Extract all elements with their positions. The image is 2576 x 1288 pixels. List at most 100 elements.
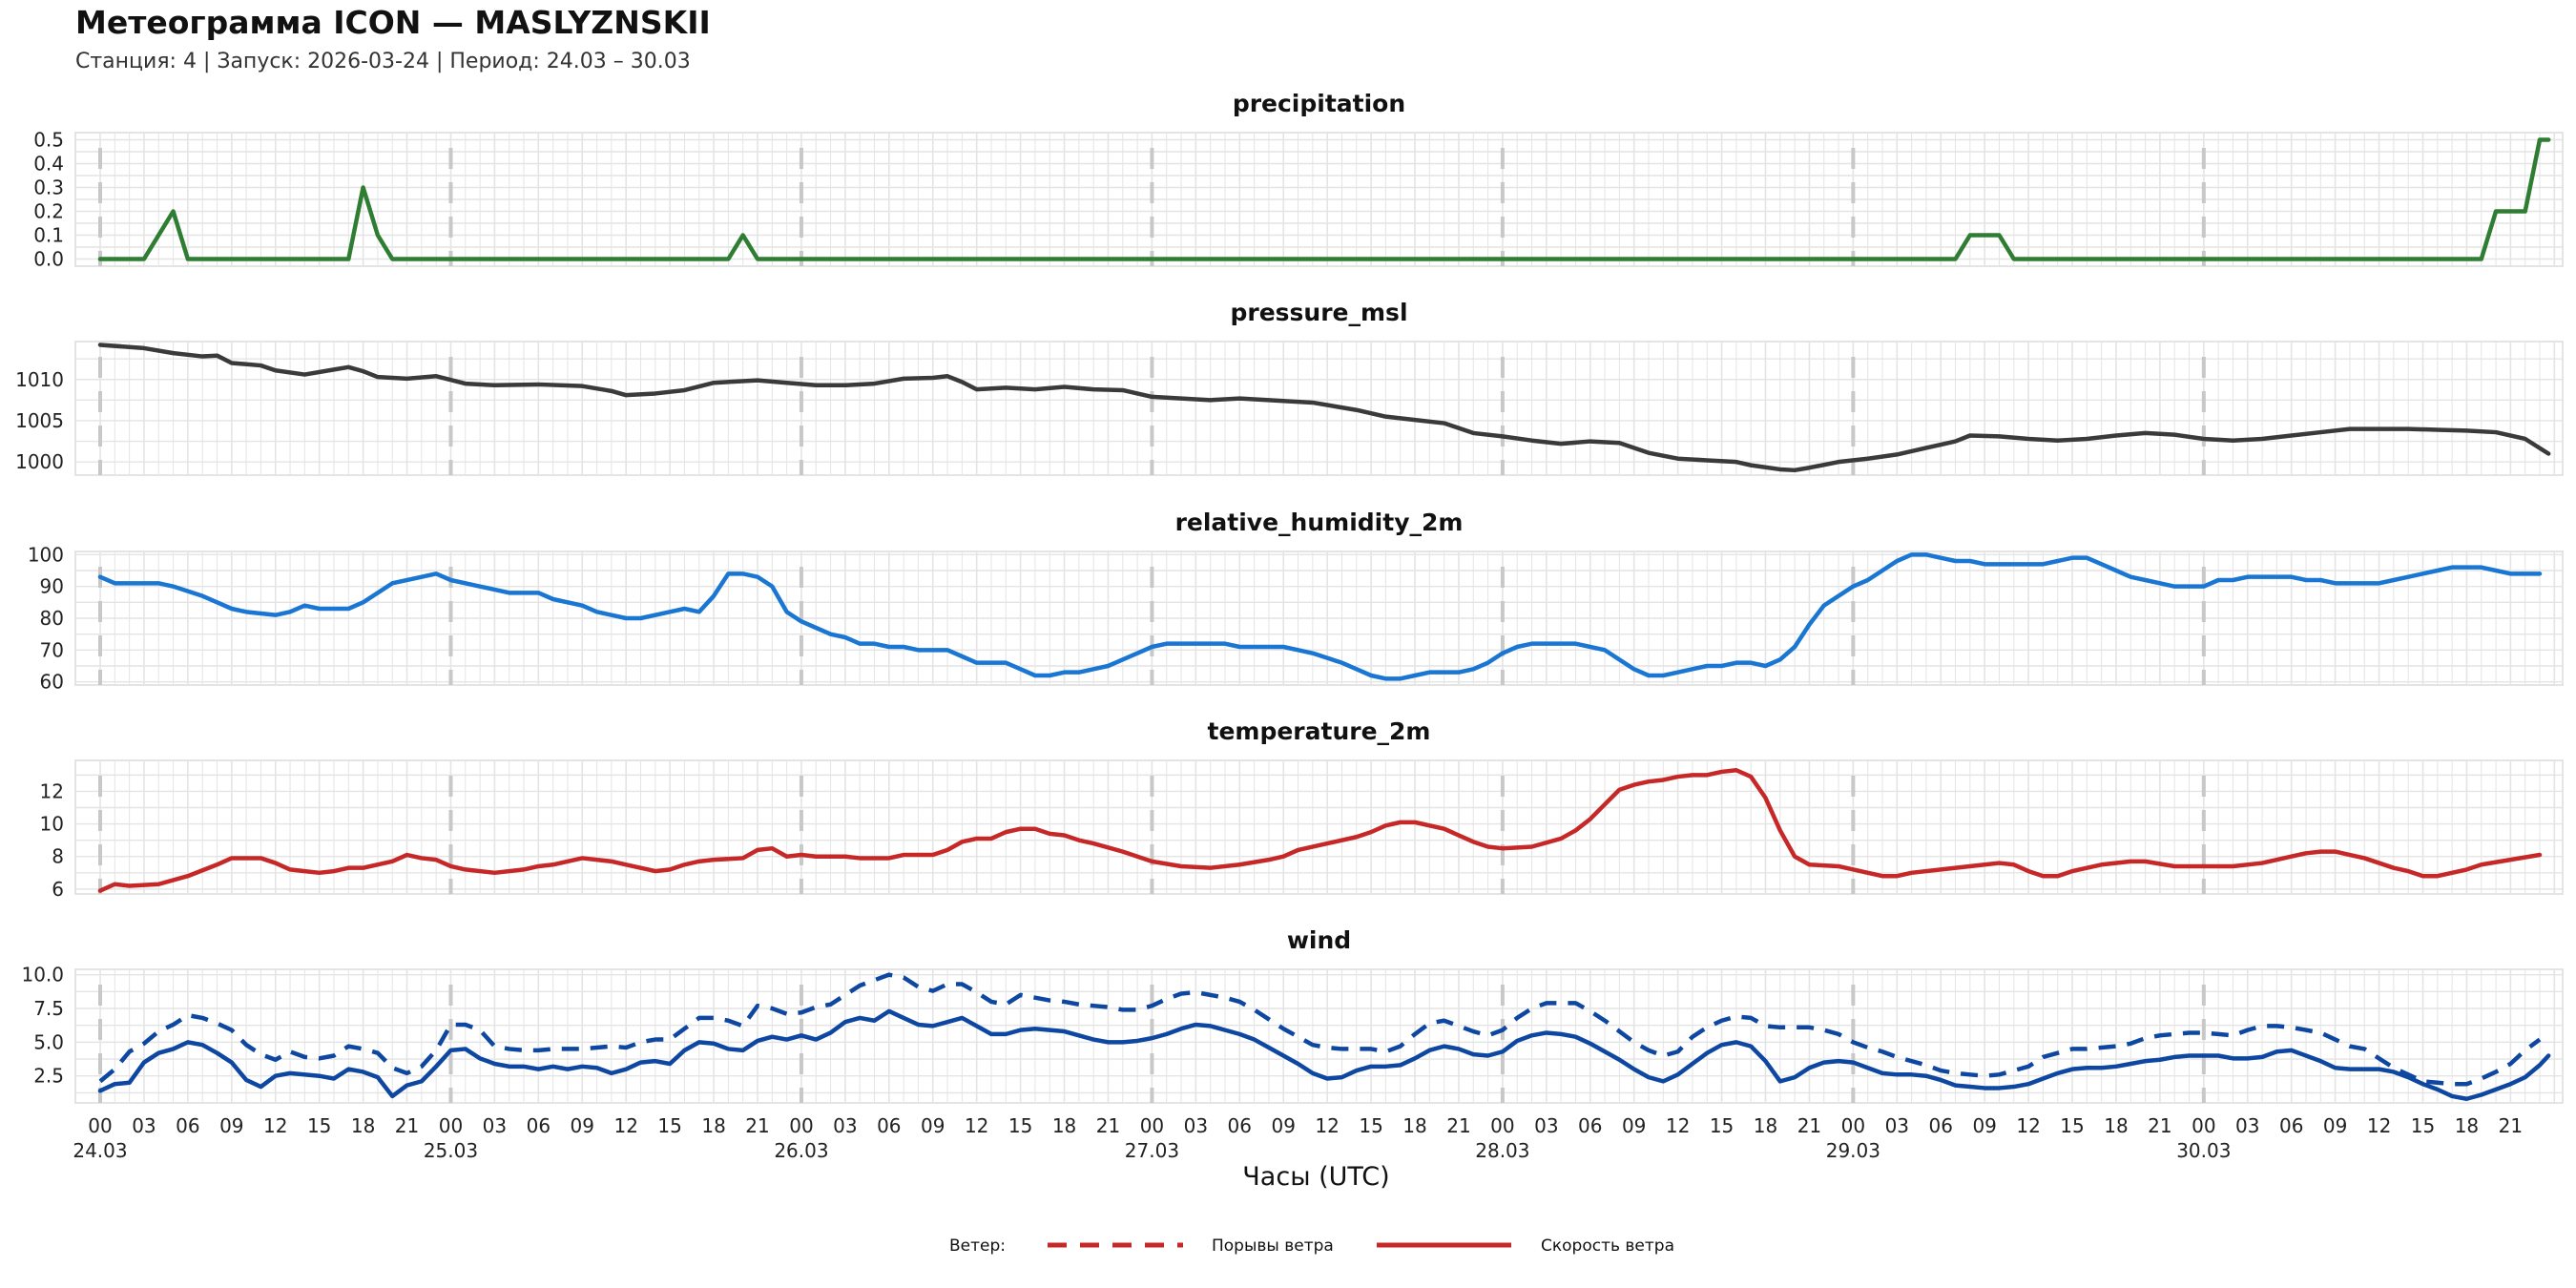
- panel-precipitation: 0.00.10.20.30.40.5 precipitation: [33, 90, 2564, 271]
- panel-relative-humidity-2m: 60 70 80 90 100 relative_humidity_2m: [28, 509, 2564, 694]
- x-tick-label: 00: [88, 1114, 112, 1137]
- x-tick-label: 21: [1096, 1114, 1120, 1137]
- y-tick-label: 6: [52, 878, 64, 901]
- x-tick-label: 09: [1622, 1114, 1646, 1137]
- x-tick-label: 03: [1534, 1114, 1558, 1137]
- panel-pressure-msl: 1000 1005 1010 pressure_msl: [15, 299, 2564, 476]
- x-tick-label: 09: [921, 1114, 945, 1137]
- x-tick-label: 18: [1402, 1114, 1426, 1137]
- x-tick-label: 15: [2060, 1114, 2084, 1137]
- x-tick-label: 06: [176, 1114, 199, 1137]
- x-tick-label: 09: [2323, 1114, 2347, 1137]
- x-tick-label: 06: [877, 1114, 901, 1137]
- y-tick-label: 5.0: [33, 1030, 64, 1053]
- x-tick-label: 12: [263, 1114, 287, 1137]
- x-tick-label: 18: [2104, 1114, 2128, 1137]
- y-tick-label: 2.5: [33, 1065, 64, 1088]
- y-tick-label: 90: [40, 575, 64, 598]
- y-tick-label: 8: [52, 845, 64, 868]
- x-date-label: 28.03: [1475, 1139, 1529, 1162]
- y-tick-label: 70: [40, 638, 64, 661]
- x-date-label: 24.03: [73, 1139, 127, 1162]
- x-tick-label: 09: [1972, 1114, 1996, 1137]
- x-tick-label: 06: [527, 1114, 551, 1137]
- legend-entry: Порывы ветра: [1212, 1236, 1334, 1256]
- x-tick-label: 03: [1885, 1114, 1909, 1137]
- x-axis-label: Часы (UTC): [1242, 1162, 1389, 1192]
- x-tick-label: 21: [745, 1114, 769, 1137]
- x-tick-label: 09: [571, 1114, 594, 1137]
- x-tick-label: 09: [1271, 1114, 1295, 1137]
- x-tick-label: 21: [1446, 1114, 1470, 1137]
- x-date-label: 29.03: [1826, 1139, 1880, 1162]
- y-tick-label: 0.3: [33, 177, 64, 199]
- series-line-gusts: [98, 972, 2542, 1087]
- series-line-main: [97, 767, 2543, 893]
- panel-title: relative_humidity_2m: [1175, 509, 1464, 536]
- x-tick-label: 03: [1184, 1114, 1208, 1137]
- y-tick-label: 1000: [15, 450, 64, 473]
- x-tick-label: 00: [1490, 1114, 1514, 1137]
- panel-title: wind: [1287, 926, 1351, 954]
- y-tick-label: 10: [40, 813, 64, 836]
- x-tick-label: 09: [219, 1114, 243, 1137]
- series-line-main: [97, 552, 2543, 681]
- x-tick-label: 15: [1008, 1114, 1032, 1137]
- panel-wind: 2.5 5.0 7.5 10.0 wind: [21, 926, 2564, 1104]
- x-tick-label: 12: [2016, 1114, 2040, 1137]
- x-tick-label: 15: [2411, 1114, 2435, 1137]
- page-subtitle: Станция: 4 | Запуск: 2026-03-24 | Период…: [75, 50, 691, 73]
- x-tick-label: 12: [1666, 1114, 1690, 1137]
- x-tick-label: 15: [1359, 1114, 1382, 1137]
- legend: Ветер: Порывы ветра Скорость ветра: [949, 1236, 1674, 1256]
- x-date-label: 30.03: [2176, 1139, 2231, 1162]
- series-line-main: [97, 1008, 2551, 1102]
- page-title: Метеограмма ICON — MASLYZNSKII: [75, 4, 711, 41]
- x-tick-label: 18: [2455, 1114, 2479, 1137]
- x-tick-label: 00: [789, 1114, 813, 1137]
- y-tick-label: 0.5: [33, 129, 64, 152]
- y-tick-label: 80: [40, 607, 64, 630]
- x-tick-label: 03: [2235, 1114, 2259, 1137]
- x-tick-label: 03: [483, 1114, 507, 1137]
- x-tick-label: 18: [1754, 1114, 1777, 1137]
- y-tick-label: 1005: [15, 409, 64, 432]
- x-tick-label: 18: [351, 1114, 375, 1137]
- x-tick-label: 15: [657, 1114, 681, 1137]
- y-tick-label: 60: [40, 671, 64, 694]
- x-tick-label: 06: [1929, 1114, 1953, 1137]
- x-tick-label: 00: [2192, 1114, 2215, 1137]
- x-tick-label: 03: [132, 1114, 156, 1137]
- x-date-label: 27.03: [1125, 1139, 1179, 1162]
- x-tick-label: 06: [1578, 1114, 1602, 1137]
- y-tick-label: 0.0: [33, 248, 64, 271]
- panel-title: temperature_2m: [1208, 717, 1431, 745]
- x-axis: 00 03 06 09 12 15 18 21 00 03 06 09 12 15 18 21 00 03 06 09…: [73, 1114, 2523, 1192]
- x-tick-label: 03: [833, 1114, 857, 1137]
- legend-label: Ветер:: [949, 1236, 1006, 1256]
- y-tick-label: 0.4: [33, 153, 64, 176]
- y-tick-label: 10.0: [21, 964, 64, 987]
- x-tick-label: 18: [1052, 1114, 1076, 1137]
- y-tick-label: 0.2: [33, 200, 64, 223]
- y-tick-label: 100: [28, 543, 64, 566]
- x-tick-label: 21: [2148, 1114, 2171, 1137]
- x-tick-label: 00: [439, 1114, 463, 1137]
- y-tick-label: 1010: [15, 368, 64, 391]
- panel-temperature-2m: 6 8 10 12 temperature_2m: [40, 717, 2564, 901]
- x-tick-label: 00: [1140, 1114, 1164, 1137]
- panel-title: pressure_msl: [1230, 299, 1407, 326]
- x-tick-label: 12: [1315, 1114, 1339, 1137]
- x-tick-label: 18: [701, 1114, 725, 1137]
- x-tick-label: 15: [1710, 1114, 1734, 1137]
- series-line-main: [97, 137, 2551, 261]
- legend-entry: Скорость ветра: [1541, 1236, 1674, 1256]
- x-tick-label: 12: [965, 1114, 988, 1137]
- x-tick-label: 12: [613, 1114, 637, 1137]
- x-tick-label: 06: [2279, 1114, 2303, 1137]
- series-line-main: [97, 343, 2551, 473]
- x-tick-label: 15: [307, 1114, 331, 1137]
- y-tick-label: 12: [40, 779, 64, 802]
- x-date-label: 26.03: [774, 1139, 828, 1162]
